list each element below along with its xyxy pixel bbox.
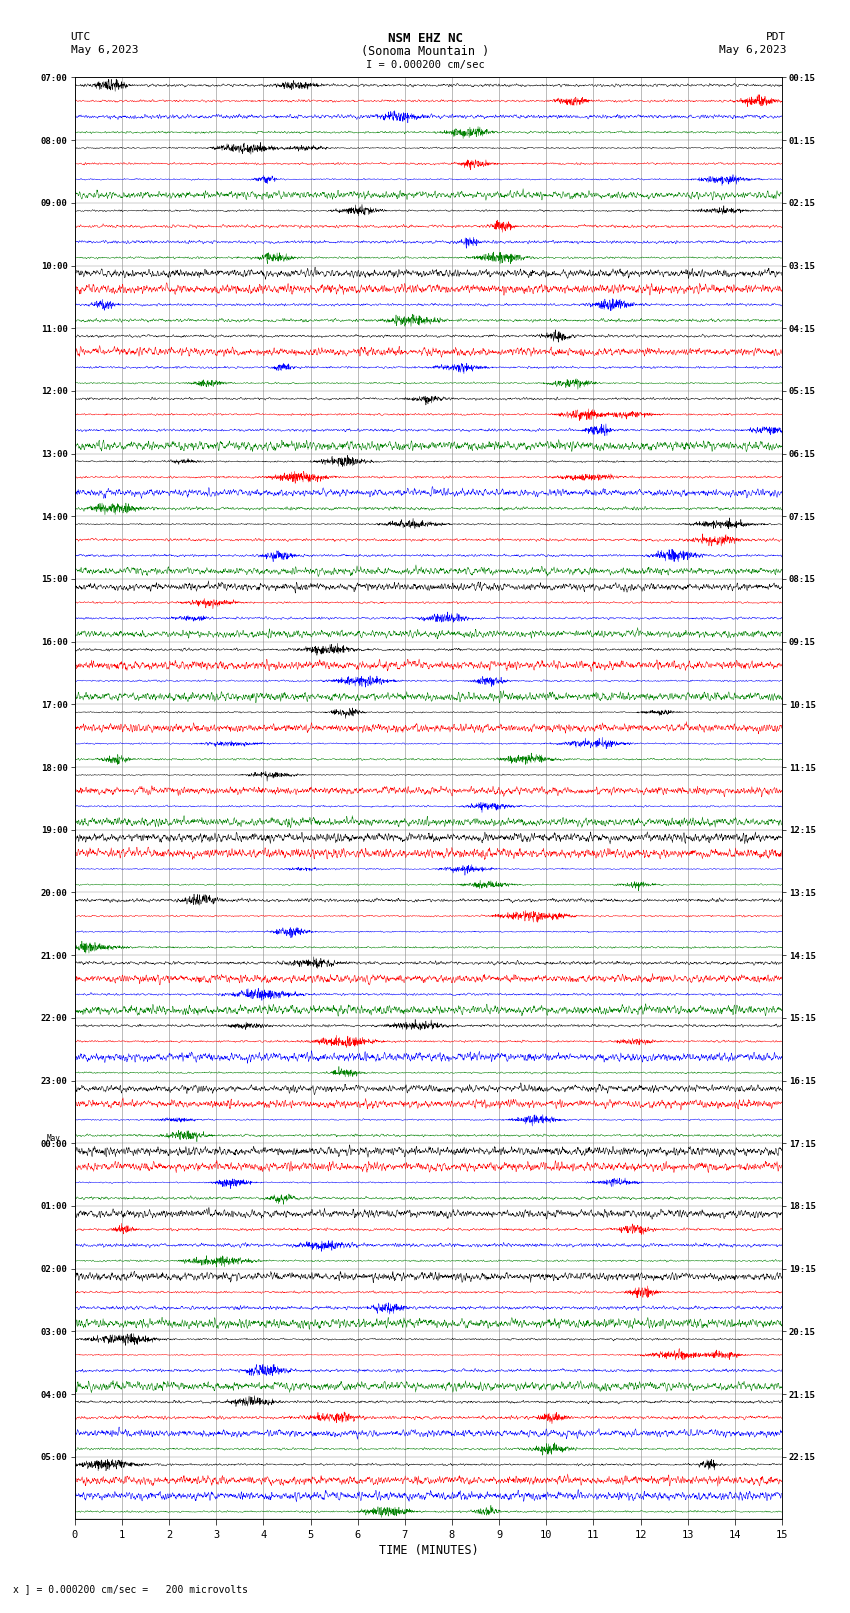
Text: x ] = 0.000200 cm/sec =   200 microvolts: x ] = 0.000200 cm/sec = 200 microvolts bbox=[13, 1584, 247, 1594]
Text: UTC: UTC bbox=[71, 32, 91, 42]
Text: PDT: PDT bbox=[766, 32, 786, 42]
Text: May 6,2023: May 6,2023 bbox=[71, 45, 138, 55]
Text: I = 0.000200 cm/sec: I = 0.000200 cm/sec bbox=[366, 60, 484, 69]
X-axis label: TIME (MINUTES): TIME (MINUTES) bbox=[378, 1544, 479, 1557]
Text: NSM EHZ NC: NSM EHZ NC bbox=[388, 32, 462, 45]
Text: May: May bbox=[47, 1134, 60, 1144]
Text: May 6,2023: May 6,2023 bbox=[719, 45, 786, 55]
Text: (Sonoma Mountain ): (Sonoma Mountain ) bbox=[361, 45, 489, 58]
